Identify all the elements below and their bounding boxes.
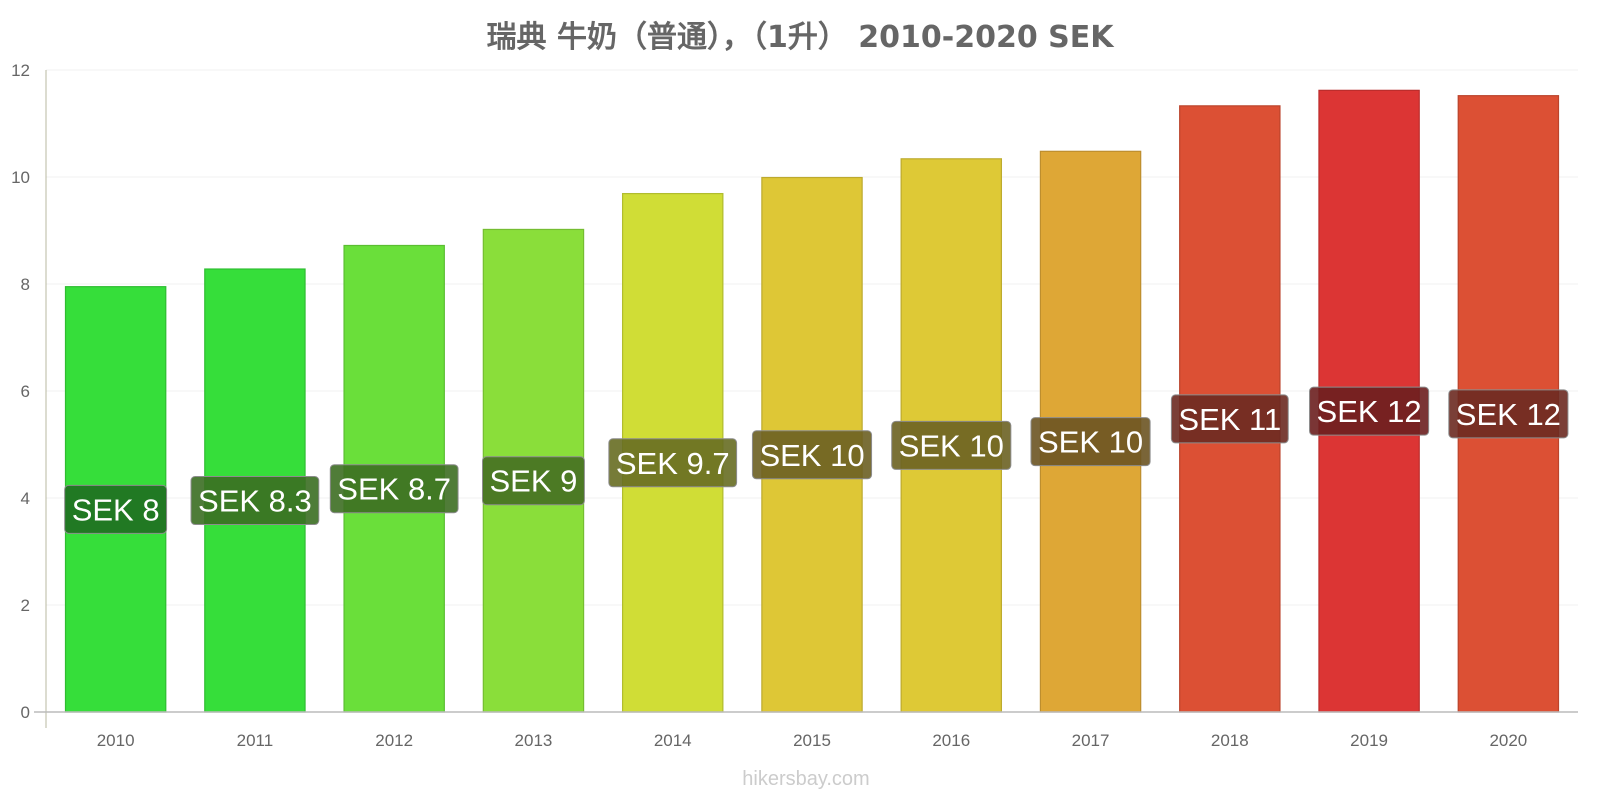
- x-tick-label: 2010: [97, 731, 135, 750]
- data-label-text: SEK 9: [490, 464, 578, 499]
- data-label-text: SEK 8.7: [337, 472, 451, 507]
- data-label-text: SEK 9.7: [616, 446, 730, 481]
- y-tick-label: 4: [21, 489, 30, 508]
- data-label-box: [190, 476, 320, 526]
- y-tick-label: 0: [21, 703, 30, 722]
- data-label-2014: SEK 9.7: [608, 438, 738, 488]
- axes: 0 2 4 6 8 10 12 2010 2011 2012 2013 2014 2015 2016 201…: [11, 61, 1578, 750]
- data-label-text: SEK 8.3: [198, 484, 312, 519]
- x-tick-label: 2016: [932, 731, 970, 750]
- data-label-2020: SEK 12: [1448, 389, 1569, 439]
- data-label-text: SEK 11: [1178, 402, 1281, 437]
- data-label-box: [64, 484, 168, 534]
- data-label-text: SEK 10: [1038, 425, 1143, 460]
- x-tick-label: 2018: [1211, 731, 1249, 750]
- data-label-box: [1170, 394, 1289, 444]
- data-label-text: SEK 10: [759, 438, 864, 473]
- data-label-2019: SEK 12: [1309, 386, 1430, 436]
- x-tick-label: 2019: [1350, 731, 1388, 750]
- data-label-box: [1030, 417, 1151, 467]
- x-tick-label: 2014: [654, 731, 692, 750]
- y-tick-label: 10: [11, 168, 30, 187]
- data-label-2016: SEK 10: [891, 420, 1012, 470]
- data-label-2010: SEK 8: [64, 484, 168, 534]
- x-tick-label: 2013: [515, 731, 553, 750]
- data-label-text: SEK 12: [1317, 394, 1422, 429]
- data-label-2012: SEK 8.7: [329, 464, 459, 514]
- y-tick-label: 12: [11, 61, 30, 80]
- x-tick-label: 2012: [375, 731, 413, 750]
- y-tick-label: 2: [21, 596, 30, 615]
- data-label-box: [608, 438, 738, 488]
- x-tick-label: 2011: [237, 731, 274, 750]
- data-label-box: [891, 420, 1012, 470]
- data-label-box: [482, 456, 585, 506]
- watermark: hikersbay.com: [742, 768, 869, 790]
- data-label-box: [751, 430, 873, 480]
- data-label-2015: SEK 10: [751, 430, 873, 480]
- data-label-box: [1309, 386, 1430, 436]
- y-tick-label: 6: [21, 382, 30, 401]
- x-tick-label: 2015: [793, 731, 831, 750]
- data-label-text: SEK 10: [899, 428, 1004, 463]
- data-label-text: SEK 8: [72, 492, 160, 527]
- chart-title: 瑞典 牛奶（普通），（1升） 2010-2020 SEK: [487, 20, 1116, 55]
- data-label-box: [1448, 389, 1569, 439]
- data-label-2018: SEK 11: [1170, 394, 1289, 444]
- x-tick-label: 2017: [1072, 731, 1110, 750]
- data-label-2013: SEK 9: [482, 456, 585, 506]
- data-labels: SEK 8 SEK 8.3 SEK 8.7 SEK 9 SEK 9.7 SEK 10 SEK…: [64, 386, 1569, 534]
- data-label-text: SEK 12: [1456, 397, 1561, 432]
- data-label-box: [329, 464, 459, 514]
- data-label-2017: SEK 10: [1030, 417, 1151, 467]
- x-tick-label: 2020: [1489, 731, 1527, 750]
- y-tick-label: 8: [21, 275, 30, 294]
- data-label-2011: SEK 8.3: [190, 476, 320, 526]
